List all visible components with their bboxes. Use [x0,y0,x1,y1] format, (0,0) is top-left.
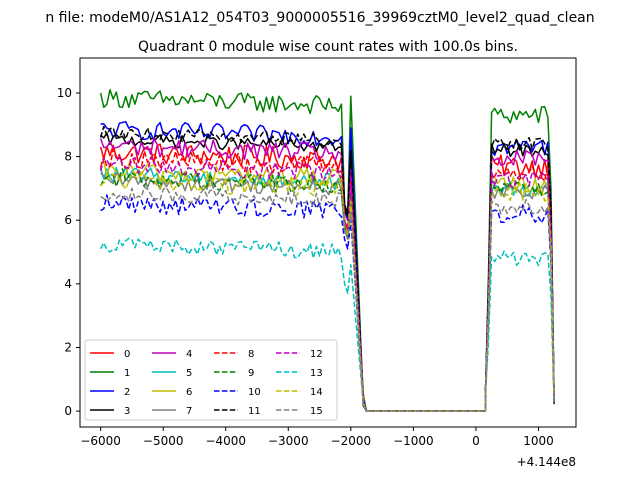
legend-item-7: 7 [152,406,192,417]
y-tick-label: 10 [57,86,72,100]
series-line-1 [99,88,555,412]
y-tick-label: 0 [64,404,72,418]
x-tick-label: −3000 [268,434,309,448]
legend-item-9: 9 [214,368,254,379]
legend-label: 13 [310,368,323,379]
series-line-8 [99,148,555,412]
legend-item-2: 2 [90,387,130,398]
legend-item-4: 4 [152,349,192,360]
legend-label: 0 [124,349,130,360]
legend-label: 10 [248,387,261,398]
legend-item-14: 14 [276,387,323,398]
legend-label: 14 [310,387,323,398]
legend-label: 15 [310,406,323,417]
x-offset-label: +4.144e8 [517,455,576,469]
figure-suptitle: n file: modeM0/AS1A12_054T03_9000005516_… [45,10,594,26]
x-tick-label: −5000 [143,434,184,448]
legend-item-5: 5 [152,368,192,379]
legend-item-1: 1 [90,368,130,379]
x-axis: −6000 −5000 −4000 −3000 −2000 −1000 0 1000 [80,427,554,448]
legend-label: 11 [248,406,261,417]
legend-item-15: 15 [276,406,323,417]
legend-item-0: 0 [90,349,130,360]
series-line-10 [100,194,555,412]
x-tick-label: 0 [472,434,480,448]
series-line-3 [100,132,555,412]
y-tick-label: 6 [64,213,72,227]
legend-item-6: 6 [152,387,192,398]
legend-label: 2 [124,387,130,398]
series-line-13 [99,237,555,412]
x-tick-label: 1000 [523,434,554,448]
y-tick-label: 4 [64,277,72,291]
x-tick-label: −6000 [80,434,121,448]
axes-frame [79,57,577,428]
legend-label: 8 [248,349,254,360]
legend-item-11: 11 [214,406,261,417]
legend-label: 9 [248,368,254,379]
legend-label: 4 [186,349,192,360]
legend-label: 5 [186,368,192,379]
series-layer [99,88,555,412]
legend-label: 6 [186,387,192,398]
legend-label: 12 [310,349,323,360]
legend-item-10: 10 [214,387,261,398]
series-line-6 [100,160,555,412]
series-line-11 [99,125,555,412]
legend-item-12: 12 [276,349,323,360]
legend-label: 7 [186,406,192,417]
legend-label: 1 [124,368,130,379]
y-tick-label: 2 [64,340,72,354]
legend-label: 3 [124,406,130,417]
legend-item-3: 3 [90,406,130,417]
y-tick-label: 8 [64,150,72,164]
x-tick-label: −1000 [393,434,434,448]
chart-title: Quadrant 0 module wise count rates with … [138,39,518,55]
y-axis: 0 2 4 6 8 10 [57,86,80,418]
legend-item-8: 8 [214,349,254,360]
series-line-9 [99,168,555,412]
legend-frame [84,339,338,421]
x-tick-label: −2000 [331,434,372,448]
series-line-15 [100,186,555,412]
x-tick-label: −4000 [205,434,246,448]
series-line-12 [99,155,555,412]
series-line-14 [100,171,555,412]
series-line-4 [99,137,555,412]
legend-item-13: 13 [276,368,323,379]
